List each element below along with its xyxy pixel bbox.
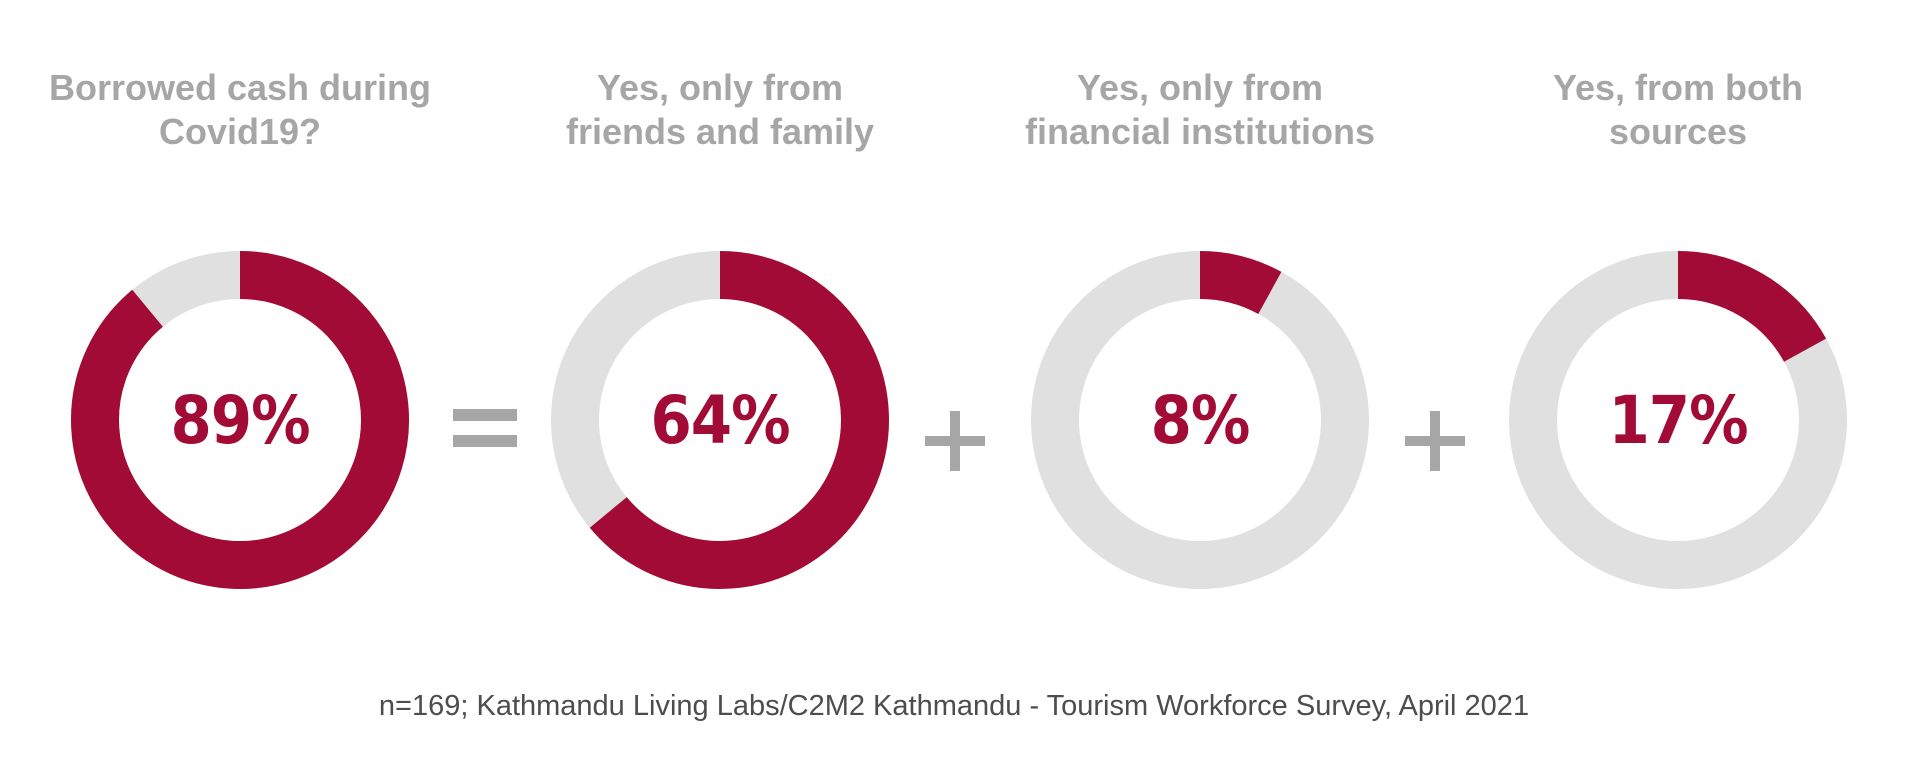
equals-sign	[445, 385, 525, 465]
donut-value-label: 17%	[1608, 381, 1748, 459]
donut-svg	[551, 251, 889, 589]
donut-panel-borrowed: Borrowed cash during Covid19? 89%	[30, 0, 450, 640]
panel-title: Yes, only from friends and family	[565, 67, 875, 152]
donut-chart: 17%	[1508, 250, 1848, 590]
donut-value-arc	[589, 251, 889, 589]
donut-svg	[71, 251, 409, 589]
donut-svg	[1031, 251, 1369, 589]
donut-value-arc	[71, 251, 409, 589]
source-footnote: n=169; Kathmandu Living Labs/C2M2 Kathma…	[378, 690, 1530, 722]
donut-value-arc	[1677, 251, 1827, 363]
donut-value-label: 89%	[170, 381, 310, 459]
donut-panel-financial-institutions: Yes, only from financial institutions 8%	[990, 0, 1410, 640]
donut-svg	[1509, 251, 1847, 589]
plus-sign	[915, 400, 995, 480]
donut-chart: 64%	[550, 250, 890, 590]
equals-bar-top	[453, 409, 517, 421]
panel-title: Yes, from both sources	[1552, 67, 1804, 152]
panel-title: Borrowed cash during Covid19?	[48, 67, 432, 152]
donut-chart: 8%	[1030, 250, 1370, 590]
donut-panel-both-sources: Yes, from both sources 17%	[1468, 0, 1888, 640]
donut-panel-friends-family: Yes, only from friends and family 64%	[510, 0, 930, 640]
donut-chart: 89%	[70, 250, 410, 590]
panel-title: Yes, only from financial institutions	[1024, 67, 1375, 152]
plus-bar-vertical	[950, 411, 960, 471]
plus-sign	[1395, 400, 1475, 480]
donut-value-label: 8%	[1150, 381, 1251, 459]
plus-bar-vertical	[1430, 411, 1440, 471]
donut-value-label: 64%	[650, 381, 790, 459]
donut-value-arc	[1199, 251, 1282, 315]
equals-bar-bottom	[453, 435, 517, 447]
